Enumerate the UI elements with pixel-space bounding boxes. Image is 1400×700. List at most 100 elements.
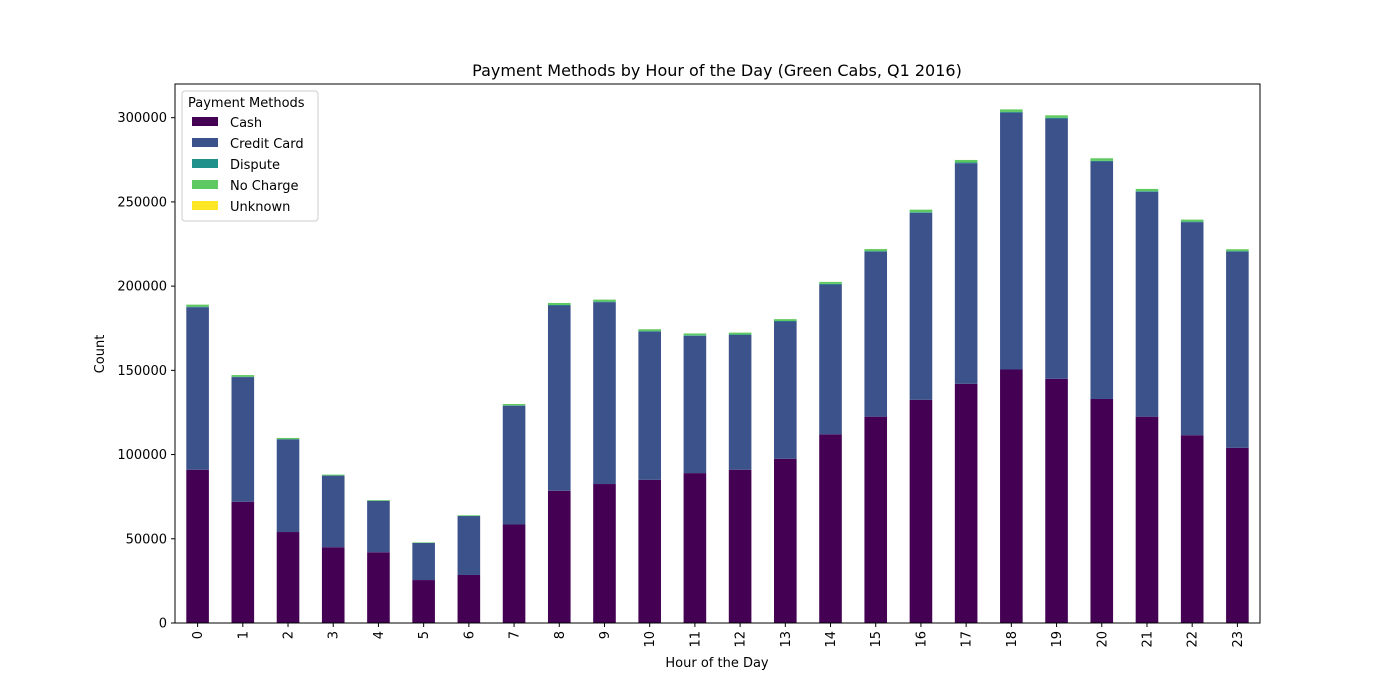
bar-no-charge-hour-10	[638, 329, 661, 332]
bar-cash-hour-9	[593, 484, 616, 623]
bar-credit-card-hour-5	[412, 542, 435, 581]
legend-swatch-unknown	[192, 201, 218, 210]
bar-no-charge-hour-6	[457, 515, 481, 516]
bar-cash-hour-22	[1180, 435, 1204, 623]
y-axis: 0 50000 100000 150000 200000 250000 300000	[117, 111, 175, 632]
bar-dispute-hour-21	[1135, 191, 1159, 192]
x-tick-label: 12	[734, 631, 749, 648]
bar-credit-card-hour-10	[638, 331, 661, 480]
y-tick-label: 0	[159, 617, 167, 632]
x-tick-label: 8	[553, 631, 568, 639]
x-axis: 0 1 2 3 4 5 6 7 8 9 10 11 12 13 14 15 16 17 18 19 20 21 22 23	[191, 623, 1246, 648]
bar-cash-hour-23	[1226, 447, 1249, 623]
legend-swatch-no-charge	[192, 180, 218, 189]
x-tick-label: 18	[1005, 631, 1020, 648]
bar-no-charge-hour-18	[1000, 109, 1023, 112]
y-tick-label: 50000	[126, 532, 167, 547]
legend-label-cash: Cash	[230, 116, 262, 131]
bar-cash-hour-5	[412, 580, 435, 623]
bar-no-charge-hour-9	[593, 299, 616, 302]
bar-dispute-hour-10	[638, 331, 661, 332]
bar-credit-card-hour-11	[683, 335, 707, 474]
x-tick-label: 21	[1140, 631, 1155, 648]
legend-swatch-credit-card	[192, 138, 218, 147]
bar-cash-hour-10	[638, 479, 661, 623]
bar-cash-hour-16	[909, 399, 933, 623]
bar-cash-hour-20	[1090, 398, 1114, 623]
x-tick-label: 16	[914, 631, 929, 648]
x-tick-label: 2	[282, 631, 297, 639]
bar-dispute-hour-12	[728, 334, 752, 335]
bar-no-charge-hour-12	[728, 332, 752, 335]
bar-cash-hour-2	[276, 532, 300, 623]
bar-credit-card-hour-0	[186, 307, 209, 470]
bar-credit-card-hour-7	[502, 405, 526, 525]
bar-credit-card-hour-2	[276, 439, 300, 533]
bar-dispute-hour-22	[1180, 221, 1204, 223]
y-tick-label: 200000	[117, 280, 167, 295]
bar-credit-card-hour-16	[909, 212, 933, 400]
bar-cash-hour-7	[502, 524, 526, 623]
x-tick-label: 4	[372, 631, 387, 639]
bar-credit-card-hour-19	[1045, 118, 1068, 379]
bar-dispute-hour-18	[1000, 111, 1023, 113]
bar-no-charge-hour-5	[412, 542, 435, 543]
bar-no-charge-hour-22	[1180, 219, 1204, 222]
legend-items: Cash Credit Card Dispute No Charge Unknown	[192, 116, 304, 215]
bar-no-charge-hour-13	[774, 319, 797, 321]
plot-frame	[174, 83, 1261, 624]
bar-cash-hour-18	[1000, 369, 1023, 623]
bar-credit-card-hour-15	[864, 251, 888, 417]
bar-no-charge-hour-11	[683, 333, 707, 336]
y-axis-title: Count	[93, 335, 108, 374]
x-tick-label: 13	[779, 631, 794, 648]
bar-cash-hour-1	[231, 501, 255, 623]
bar-no-charge-hour-7	[502, 404, 526, 406]
bar-credit-card-hour-18	[1000, 112, 1023, 370]
x-axis-title: Hour of the Day	[665, 656, 769, 671]
x-tick-label: 0	[191, 631, 206, 639]
bar-no-charge-hour-8	[547, 302, 571, 305]
y-tick-label: 250000	[117, 195, 167, 210]
bar-credit-card-hour-12	[728, 334, 752, 470]
bar-credit-card-hour-1	[231, 377, 255, 502]
bar-dispute-hour-20	[1090, 160, 1114, 162]
bar-dispute-hour-9	[593, 301, 616, 303]
bar-cash-hour-0	[186, 469, 209, 623]
legend-label-unknown: Unknown	[230, 200, 290, 215]
x-tick-label: 10	[643, 631, 658, 648]
bar-credit-card-hour-3	[321, 475, 345, 548]
bar-dispute-hour-23	[1226, 251, 1249, 252]
bar-cash-hour-6	[457, 575, 481, 623]
bar-credit-card-hour-23	[1226, 251, 1249, 448]
legend-label-no-charge: No Charge	[230, 179, 298, 194]
legend-title: Payment Methods	[188, 96, 305, 111]
bar-cash-hour-12	[728, 469, 752, 623]
bar-credit-card-hour-17	[954, 163, 978, 384]
x-tick-label: 5	[417, 631, 432, 639]
legend: Payment Methods Cash Credit Card Dispute No…	[181, 90, 319, 222]
bar-credit-card-hour-8	[547, 305, 571, 491]
bar-credit-card-hour-4	[367, 500, 390, 553]
bar-no-charge-hour-19	[1045, 115, 1068, 118]
bar-cash-hour-19	[1045, 378, 1068, 623]
bar-credit-card-hour-21	[1135, 191, 1159, 417]
bar-no-charge-hour-14	[819, 281, 842, 284]
bar-credit-card-hour-6	[457, 516, 481, 575]
bar-dispute-hour-8	[547, 304, 571, 306]
bar-dispute-hour-15	[864, 251, 888, 252]
bar-cash-hour-17	[954, 383, 978, 623]
bar-dispute-hour-0	[186, 306, 209, 308]
bar-dispute-hour-16	[909, 212, 933, 213]
bar-no-charge-hour-1	[231, 375, 255, 377]
y-tick-label: 100000	[117, 448, 167, 463]
bar-no-charge-hour-23	[1226, 249, 1249, 252]
bar-cash-hour-21	[1135, 416, 1159, 623]
bar-no-charge-hour-0	[186, 304, 209, 307]
x-tick-label: 1	[236, 631, 251, 639]
bar-cash-hour-14	[819, 434, 842, 623]
y-tick-label: 300000	[117, 111, 167, 126]
legend-label-dispute: Dispute	[230, 158, 280, 173]
